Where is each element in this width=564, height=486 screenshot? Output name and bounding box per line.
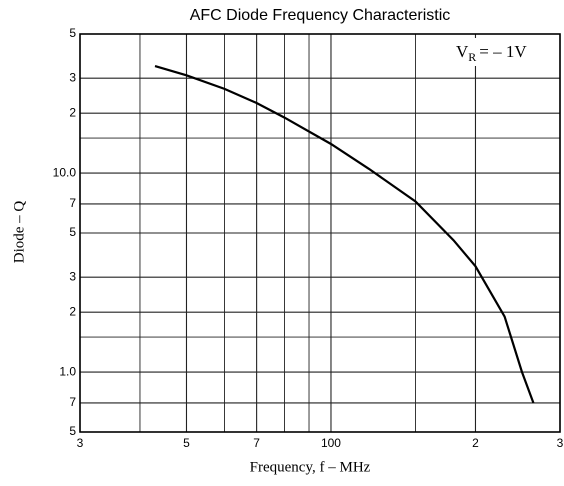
y-tick-label: 7: [69, 395, 76, 409]
annotation-box: [443, 38, 558, 66]
y-tick-label: 2: [69, 105, 76, 119]
y-tick-label: 7: [69, 196, 76, 210]
x-tick-label: 100: [321, 436, 341, 450]
y-tick-label: 10.0: [53, 165, 77, 179]
annotation-main: V: [456, 42, 469, 61]
y-tick-label: 5: [69, 225, 76, 239]
y-tick-label: 5: [69, 26, 76, 40]
x-tick-label: 5: [183, 436, 190, 450]
x-tick-label: 7: [253, 436, 260, 450]
x-tick-label: 2: [472, 436, 479, 450]
annotation-rest: = – 1V: [479, 42, 527, 61]
x-axis-label: Frequency, f – MHz: [250, 459, 371, 475]
data-line: [154, 65, 535, 404]
x-tick-label: 3: [77, 436, 84, 450]
annotation-sub: R: [468, 50, 476, 64]
y-tick-label: 2: [69, 304, 76, 318]
y-tick-label: 5: [69, 424, 76, 438]
chart-title: AFC Diode Frequency Characteristic: [190, 7, 451, 24]
plot-frame: [79, 33, 561, 433]
annotation: VR = – 1V: [456, 42, 527, 64]
y-tick-label: 3: [69, 269, 76, 283]
y-tick-label: 1.0: [59, 364, 76, 378]
y-tick-label: 3: [69, 70, 76, 84]
x-tick-label: 3: [557, 436, 564, 450]
y-axis-label: Diode – Q: [11, 201, 27, 264]
